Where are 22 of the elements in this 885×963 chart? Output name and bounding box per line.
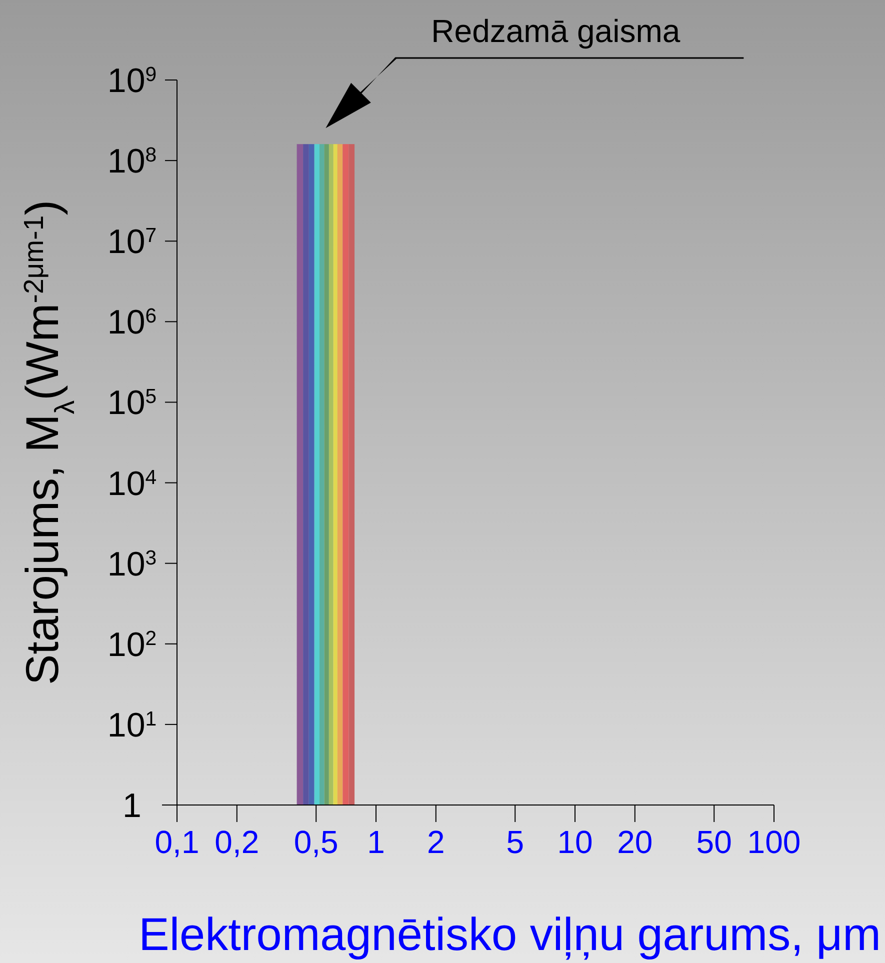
x-tick-label: 2 — [427, 824, 445, 860]
y-tick-label: 1 — [122, 787, 142, 825]
x-tick-label: 20 — [617, 824, 653, 860]
x-tick-label: 1 — [367, 824, 385, 860]
text: Redzamā gaisma — [431, 13, 680, 49]
x-axis-title: Elektromagnētisko viļņu garums, μm — [138, 908, 881, 960]
y-tick-label: 10$^{6}$ — [107, 304, 157, 342]
y-tick-label: 10$^{5}$ — [107, 384, 157, 422]
y-tick-label: 10$^{8}$ — [107, 142, 157, 181]
y-tick-label: 10$^{4}$ — [107, 464, 157, 503]
x-tick-label: 10 — [557, 824, 593, 860]
x-tick-label: 50 — [696, 824, 732, 860]
y-tick-label: 10$^{9}$ — [107, 62, 157, 100]
x-tick-label: 0,2 — [214, 824, 260, 860]
x-tick-label: 0,1 — [154, 824, 200, 860]
y-tick-label: 10$^{2}$ — [107, 626, 157, 664]
x-tick-label: 100 — [747, 824, 801, 860]
x-tick-label: 5 — [506, 824, 524, 860]
y-tick-label: 10$^{1}$ — [107, 706, 157, 744]
x-tick-label: 0,5 — [294, 824, 338, 860]
y-tick-label: 10$^{7}$ — [107, 223, 157, 262]
y-tick-label: 10$^{3}$ — [107, 545, 157, 584]
